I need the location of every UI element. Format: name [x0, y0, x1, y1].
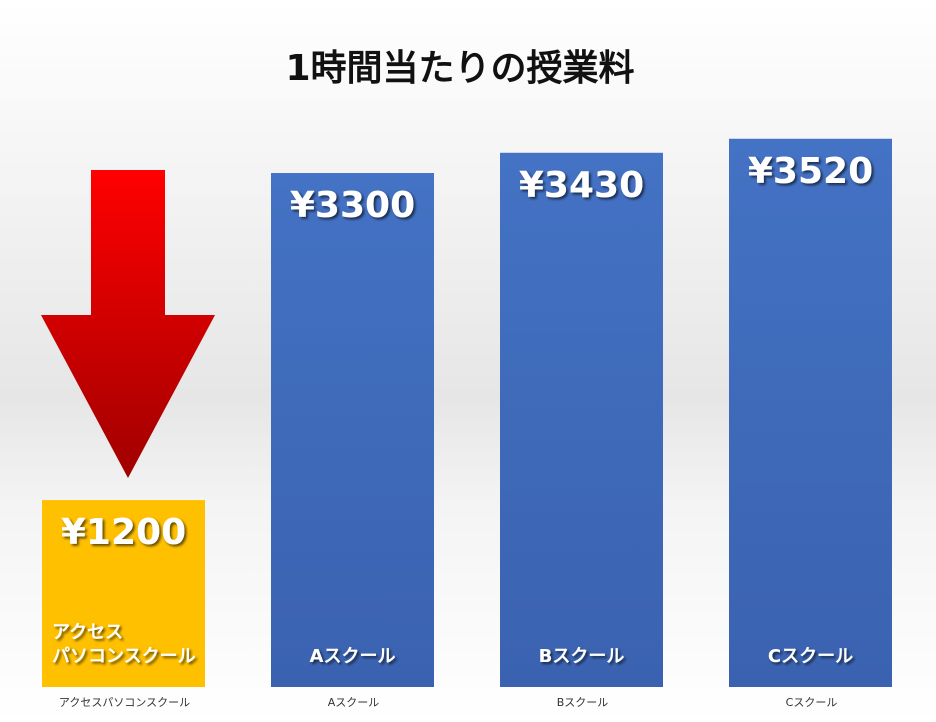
bar: [500, 152, 663, 688]
bar: [271, 173, 434, 687]
bar-label: パソコンスクール: [52, 646, 196, 667]
bar-label: Aスクール: [310, 646, 396, 667]
bar-label: Bスクール: [539, 646, 625, 667]
value-label: ¥3300: [290, 185, 415, 226]
value-label: ¥3520: [748, 151, 873, 192]
bar: [42, 500, 205, 687]
bar-label: アクセス: [52, 622, 123, 643]
x-tick-label: アクセスパソコンスクール: [59, 696, 190, 709]
x-tick-label: Aスクール: [328, 696, 380, 709]
bar-label: Cスクール: [768, 646, 853, 667]
x-tick-label: Bスクール: [557, 696, 609, 709]
chart-title: 1時間当たりの授業料: [285, 48, 634, 89]
down-arrow: [41, 170, 215, 478]
bar: [729, 138, 892, 687]
value-label: ¥1200: [61, 512, 186, 553]
x-tick-label: Cスクール: [786, 696, 838, 709]
value-label: ¥3430: [519, 165, 644, 206]
